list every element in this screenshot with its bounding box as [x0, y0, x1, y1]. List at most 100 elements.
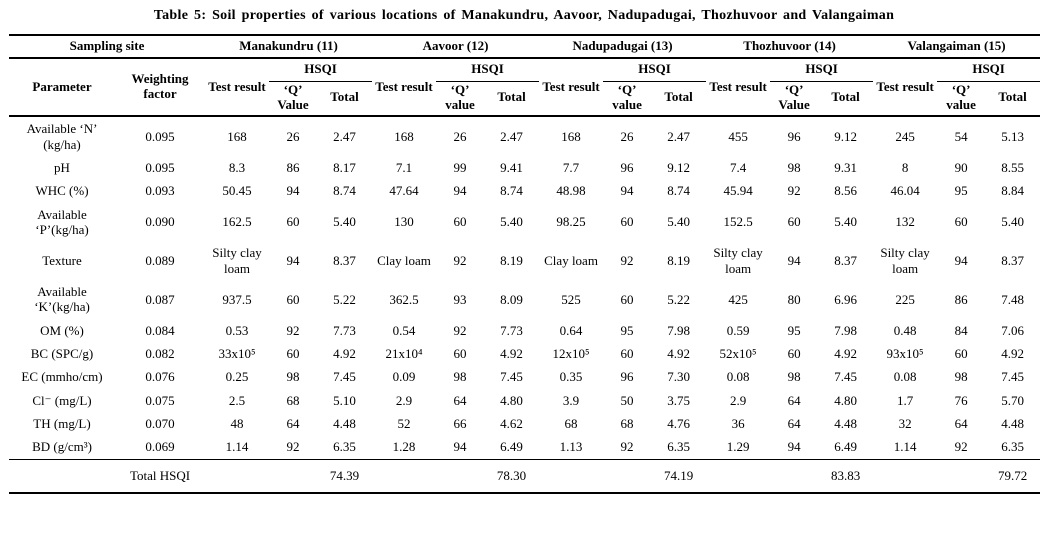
test-result-header: Test result — [372, 58, 437, 118]
total-cell: 5.40 — [1001, 214, 1024, 230]
total-header: Total — [484, 81, 540, 118]
total-cell: 4.92 — [667, 345, 690, 361]
table-row: pH 0.095 8.3 86 8.17 7.1 99 9.41 7.7 96 9.12 7.4 98 9… — [9, 156, 1040, 179]
q-value-cell: 86 — [286, 159, 300, 175]
empty-cell — [436, 459, 485, 494]
test-result-cell: 50.45 — [222, 183, 252, 199]
test-result-cell: 1.14 — [873, 435, 938, 460]
q-value-cell: 64 — [787, 415, 801, 431]
location-header-thozhuvoor: Thozhuvoor (14) — [706, 33, 874, 60]
total-header: Total — [818, 81, 874, 118]
q-value-cell: 98 — [453, 369, 467, 385]
q-value-cell: 98 — [954, 369, 968, 385]
hsqi-header: HSQI — [770, 58, 874, 82]
empty-cell — [539, 459, 604, 494]
table-row: Texture 0.089 Silty clay loam 94 8.37 Clay lo… — [9, 241, 1040, 280]
q-value-cell: 80 — [787, 291, 801, 307]
q-value-cell: 64 — [787, 392, 801, 408]
empty-cell — [603, 459, 652, 494]
weighting-factor-cell: 0.075 — [145, 392, 175, 408]
total-cell: 5.10 — [333, 392, 356, 408]
test-result-cell: 0.35 — [559, 369, 583, 385]
total-hsqi-label: Total HSQI — [115, 459, 206, 494]
total-cell: 5.13 — [1001, 128, 1024, 144]
total-cell: 8.37 — [1001, 252, 1024, 268]
parameter-cell: Available ‘N’ (kg/ha) — [26, 121, 98, 152]
parameter-cell: BD (g/cm³) — [9, 435, 115, 460]
weighting-factor-cell: 0.082 — [145, 345, 175, 361]
test-result-cell: 2.9 — [729, 392, 747, 408]
header-row-measures: Parameter Weighting factor Test result H… — [9, 58, 1041, 118]
sampling-site-header: Sampling site — [9, 33, 206, 60]
total-cell: 6.35 — [985, 435, 1041, 460]
total-cell: 4.92 — [834, 345, 857, 361]
test-result-cell: 0.59 — [726, 322, 750, 338]
test-result-cell: 47.64 — [389, 183, 419, 199]
table-footer: Total HSQI 74.39 78.30 74.19 83.83 79.72 — [9, 459, 1041, 494]
q-value-cell: 92 — [937, 435, 986, 460]
table-body: Available ‘N’ (kg/ha) 0.095 168 26 2.47 168 26… — [9, 116, 1041, 460]
q-value-cell: 84 — [954, 322, 968, 338]
test-result-cell: 33x10⁵ — [218, 345, 256, 361]
q-value-header: ‘Q’ value — [603, 81, 652, 118]
q-value-cell: 86 — [954, 291, 968, 307]
total-cell: 4.92 — [500, 345, 523, 361]
table-header: Sampling site Manakundru (11) Aavoor (12… — [9, 33, 1041, 118]
q-value-cell: 94 — [286, 252, 300, 268]
total-cell: 7.98 — [834, 322, 857, 338]
weighting-factor-cell: 0.093 — [145, 183, 175, 199]
table-row: Available ‘P’(kg/ha) 0.090 162.5 60 5.40 130 6… — [9, 203, 1040, 242]
weighting-factor-cell: 0.095 — [145, 159, 175, 175]
q-value-cell: 92 — [787, 183, 801, 199]
test-result-cell: 2.9 — [395, 392, 413, 408]
test-result-cell: 48.98 — [556, 183, 586, 199]
test-result-cell: 455 — [728, 128, 748, 144]
test-result-cell: Silty clay loam — [880, 245, 930, 276]
total-cell: 8.37 — [333, 252, 356, 268]
q-value-cell: 26 — [286, 128, 300, 144]
q-value-header: ‘Q’ Value — [269, 81, 318, 118]
empty-cell — [770, 459, 819, 494]
total-hsqi-value: 83.83 — [818, 459, 874, 494]
parameter-header: Parameter — [9, 58, 115, 118]
total-cell: 8.55 — [1001, 159, 1024, 175]
q-value-cell: 92 — [269, 435, 318, 460]
total-hsqi-value: 74.19 — [651, 459, 707, 494]
q-value-cell: 94 — [453, 183, 467, 199]
total-hsqi-row: Total HSQI 74.39 78.30 74.19 83.83 79.72 — [9, 459, 1041, 494]
q-value-cell: 95 — [787, 322, 801, 338]
total-cell: 5.40 — [500, 214, 523, 230]
test-result-cell: Silty clay loam — [212, 245, 262, 276]
q-value-cell: 98 — [787, 159, 801, 175]
weighting-factor-cell: 0.084 — [145, 322, 175, 338]
test-result-cell: 21x10⁴ — [385, 345, 423, 361]
total-cell: 2.47 — [333, 128, 356, 144]
q-value-cell: 60 — [954, 214, 968, 230]
total-hsqi-value: 74.39 — [317, 459, 373, 494]
parameter-cell: Texture — [42, 252, 82, 268]
total-cell: 7.45 — [1001, 369, 1024, 385]
parameter-cell: Available ‘K’(kg/ha) — [34, 283, 90, 315]
test-result-header: Test result — [205, 58, 270, 118]
hsqi-header: HSQI — [603, 58, 707, 82]
table-row: OM (%) 0.084 0.53 92 7.73 0.54 92 7.73 0.64 95 7.9… — [9, 319, 1040, 342]
total-cell: 8.37 — [834, 252, 857, 268]
parameter-cell: Available ‘P’(kg/ha) — [35, 206, 89, 237]
test-result-cell: 152.5 — [723, 214, 753, 230]
test-result-cell: 52 — [397, 415, 411, 431]
q-value-cell: 92 — [286, 322, 300, 338]
test-result-cell: 937.5 — [222, 291, 252, 307]
location-header-manakundru: Manakundru (11) — [205, 33, 373, 60]
q-value-cell: 60 — [954, 345, 968, 361]
total-cell: 4.48 — [1001, 415, 1024, 431]
table-row: Cl⁻ (mg/L) 0.075 2.5 68 5.10 2.9 64 4.80 3.9 50 3.… — [9, 389, 1040, 412]
total-cell: 4.92 — [1001, 345, 1024, 361]
total-cell: 4.62 — [500, 415, 523, 431]
empty-cell — [269, 459, 318, 494]
table-caption: Table 5: Soil properties of various loca… — [153, 8, 895, 23]
q-value-cell: 94 — [620, 183, 634, 199]
header-row-sites: Sampling site Manakundru (11) Aavoor (12… — [9, 33, 1041, 60]
total-cell: 5.40 — [834, 214, 857, 230]
total-cell: 8.56 — [834, 183, 857, 199]
q-value-cell: 96 — [620, 369, 634, 385]
